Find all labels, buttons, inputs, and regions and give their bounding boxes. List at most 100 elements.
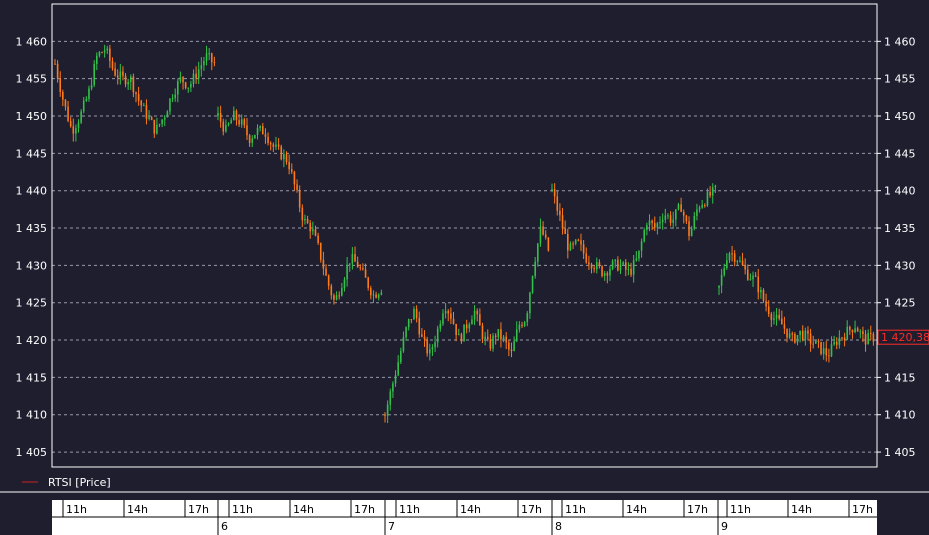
candle <box>88 85 90 102</box>
candle <box>56 60 59 83</box>
candle-body <box>356 261 359 268</box>
candle-body <box>706 192 709 206</box>
candle-body <box>508 342 510 350</box>
y-tick-label-left: 1 460 <box>16 35 48 48</box>
candle <box>264 128 267 144</box>
candle-body <box>825 348 828 356</box>
candle-body <box>362 268 364 270</box>
candle-body <box>386 404 389 416</box>
candle-body <box>233 110 235 121</box>
candle <box>402 331 405 353</box>
candle <box>553 183 556 204</box>
candle-body <box>423 336 426 340</box>
time-axis[interactable]: 11h 14h 17h 11h 14h 17h 11h 14h 17h 11h 14h 17h 11h 1… <box>52 500 877 535</box>
hour-label: 11h <box>730 503 751 516</box>
candle-body <box>820 341 822 355</box>
candle <box>698 205 701 213</box>
candle-body <box>319 242 322 260</box>
candle-body <box>442 313 444 324</box>
candle <box>820 341 822 356</box>
candle <box>505 332 508 350</box>
candle <box>595 257 598 274</box>
candle <box>529 291 531 319</box>
candle <box>659 216 661 228</box>
candle-body <box>781 318 783 325</box>
candle <box>809 328 812 352</box>
y-tick-label-left: 1 410 <box>16 409 48 422</box>
candle-body <box>109 48 111 61</box>
candle-body <box>685 215 688 222</box>
candle <box>415 305 418 323</box>
candle-body <box>765 300 767 307</box>
candle <box>667 213 669 220</box>
candle <box>640 238 643 258</box>
candle <box>122 66 124 81</box>
candle <box>539 218 542 247</box>
candle-body <box>701 205 703 208</box>
candle <box>547 237 550 252</box>
candle <box>619 259 622 275</box>
candle <box>375 291 377 299</box>
candle <box>559 203 561 222</box>
candle-body <box>653 223 656 228</box>
candle <box>195 66 197 84</box>
candle <box>828 348 830 363</box>
candle <box>582 239 585 259</box>
candle <box>233 106 235 121</box>
candle <box>98 51 101 58</box>
candle-body <box>523 322 526 326</box>
candle <box>93 60 95 88</box>
candle-body <box>56 63 59 79</box>
candle <box>518 321 521 333</box>
candle-body <box>804 330 807 340</box>
candle-body <box>80 111 82 123</box>
candle-body <box>539 226 542 244</box>
candle <box>856 326 859 332</box>
candle-body <box>502 336 505 340</box>
candle <box>362 263 364 271</box>
candle <box>598 259 601 269</box>
candle-body <box>203 60 205 66</box>
candle-body <box>723 268 726 275</box>
candle-body <box>246 125 248 136</box>
candle <box>638 250 640 262</box>
candle-body <box>96 55 98 64</box>
hour-label: 14h <box>626 503 647 516</box>
candle <box>731 245 733 262</box>
candle <box>603 270 606 281</box>
candle <box>442 309 444 326</box>
candle-body <box>661 219 664 223</box>
candle <box>158 123 161 128</box>
candle-body <box>648 220 651 226</box>
candle <box>825 340 828 362</box>
candle-body <box>494 335 497 338</box>
candle-body <box>333 295 335 300</box>
candle <box>227 122 230 127</box>
candle-body <box>862 331 864 335</box>
candle-body <box>744 265 746 270</box>
candle <box>561 207 564 235</box>
candle-body <box>739 260 741 262</box>
candle <box>116 69 119 85</box>
candle <box>106 45 109 55</box>
candle-body <box>314 229 317 236</box>
candle <box>556 190 559 216</box>
candle-body <box>537 243 539 262</box>
candle-body <box>184 82 187 88</box>
candle-body <box>309 223 312 232</box>
candle-body <box>471 319 473 325</box>
candle <box>380 289 383 296</box>
candle-body <box>402 337 405 352</box>
candle-body <box>815 340 817 344</box>
candle <box>304 214 306 225</box>
candle-body <box>801 330 804 340</box>
hour-label: 17h <box>521 503 542 516</box>
candle <box>754 272 757 278</box>
candle-body <box>561 215 564 229</box>
candle <box>580 233 582 251</box>
candle <box>67 101 69 123</box>
y-tick-label-right: 1 455 <box>884 73 916 86</box>
candle-body <box>760 290 762 293</box>
candle <box>426 336 428 357</box>
candle-body <box>135 92 137 95</box>
